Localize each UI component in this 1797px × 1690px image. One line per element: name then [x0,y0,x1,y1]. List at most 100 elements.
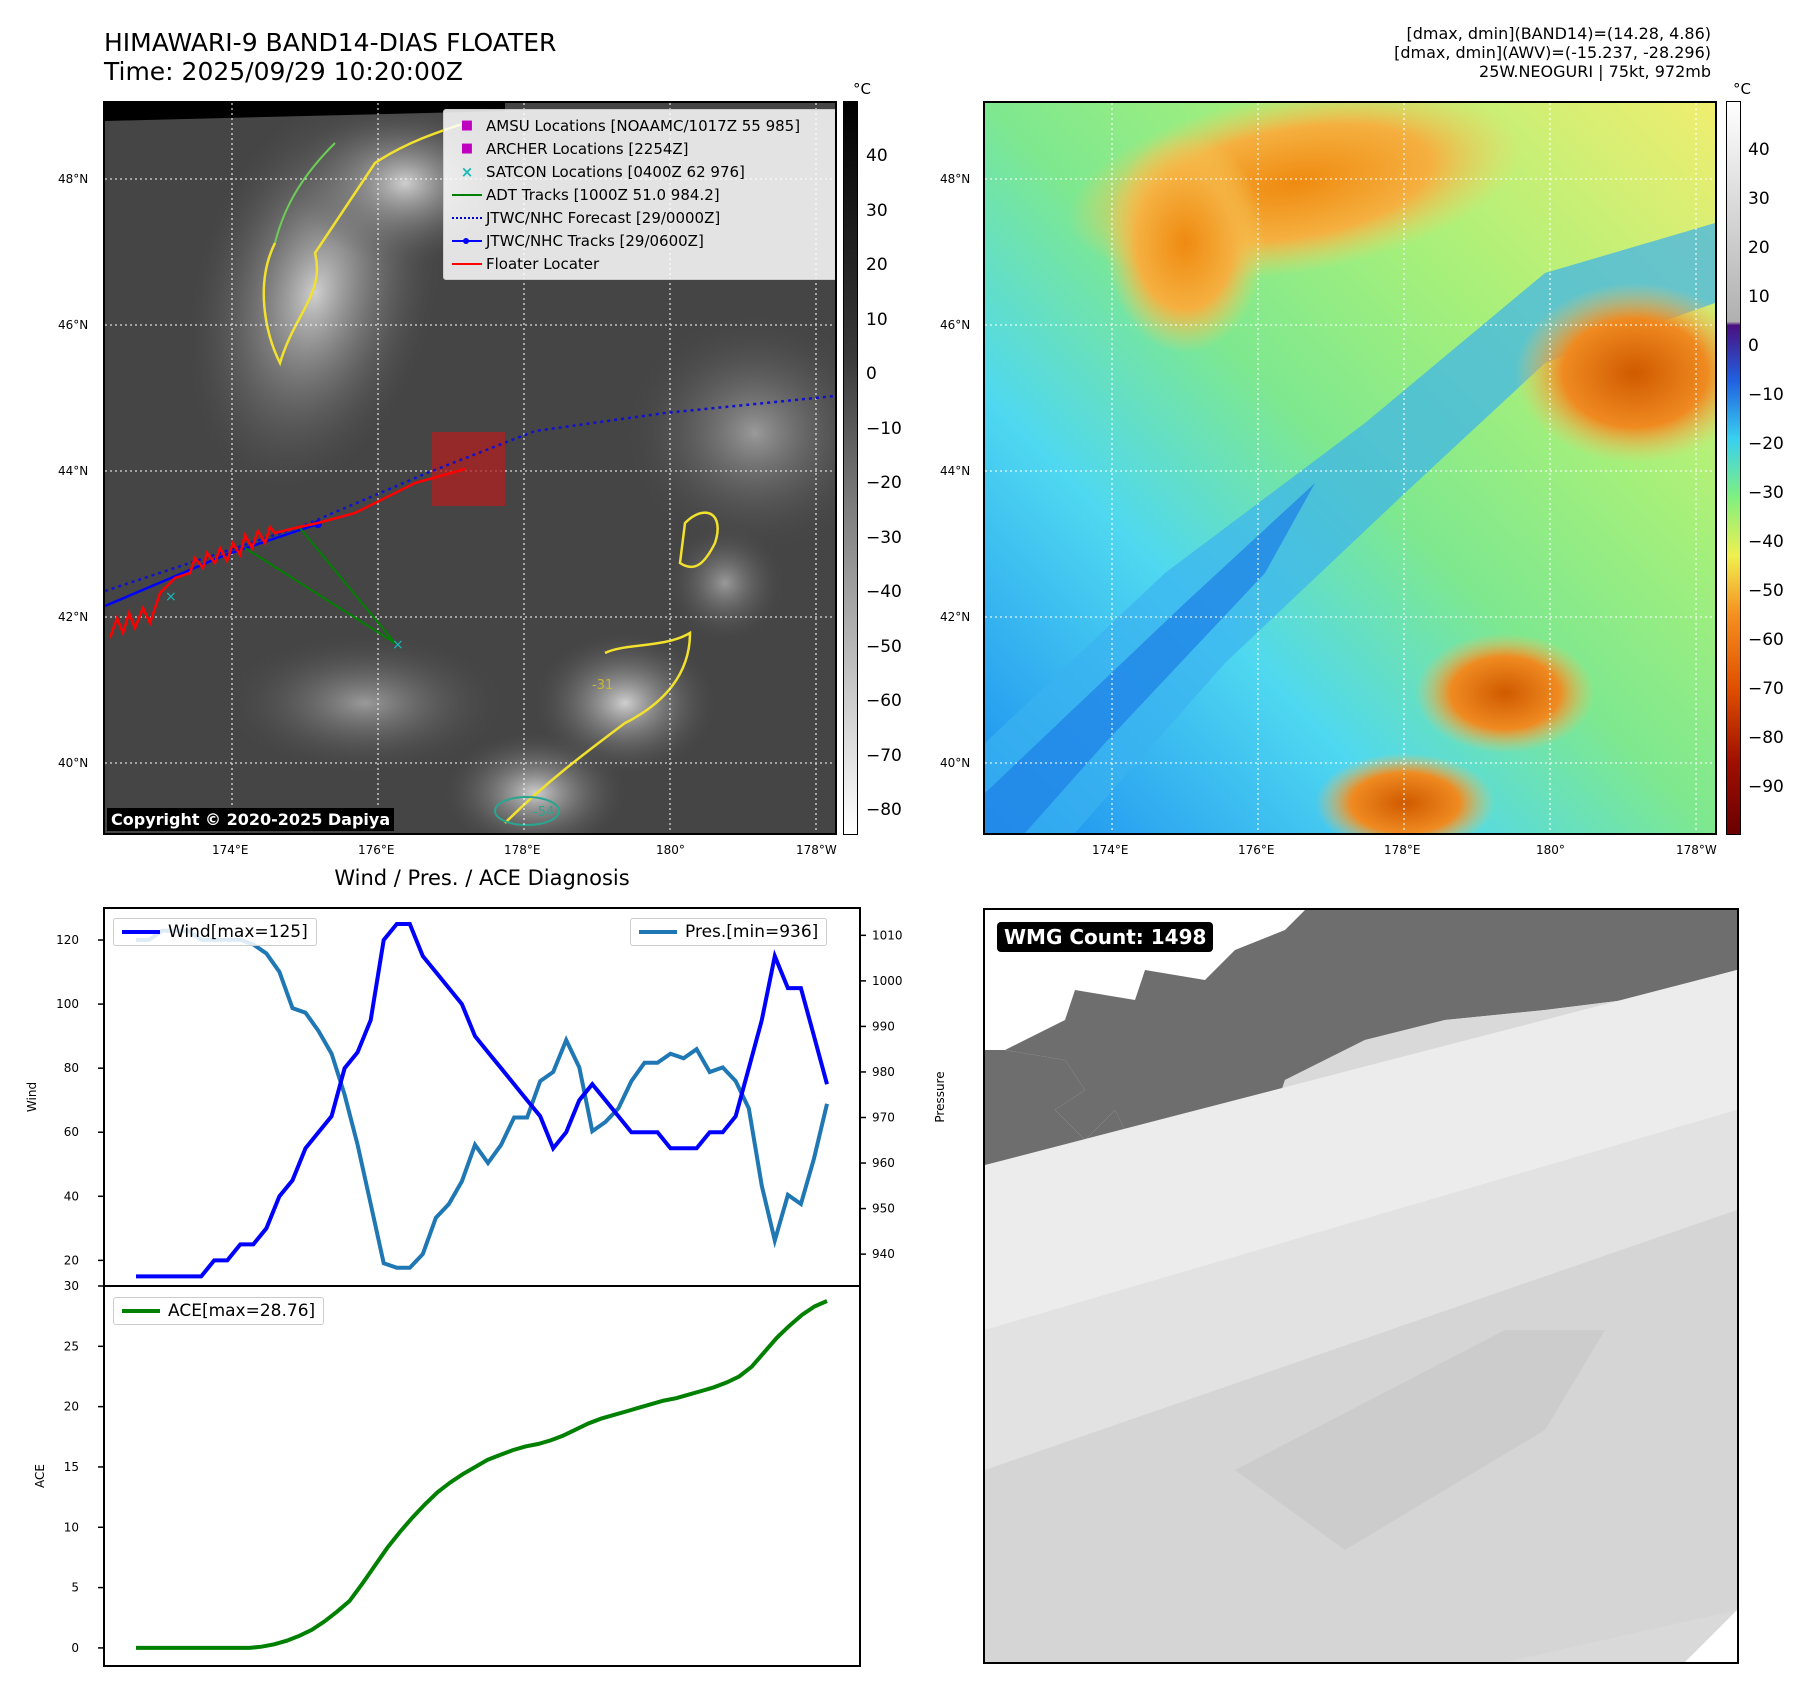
band14-map[interactable]: -54 -31 × × ■ AMSU Locations [NOAAMC/101… [103,101,837,835]
colorbar-tick-label: 40 [1748,140,1770,160]
lat-label: 44°N [940,464,971,478]
colorbar-tick-label: −80 [1748,728,1784,748]
pres-axis-label: Pressure [933,1071,947,1122]
axis-tick-label: 960 [872,1156,895,1170]
forecast-track [105,394,835,593]
axis-tick-label: 1000 [872,974,903,988]
axis-tick-label: 10 [64,1520,79,1534]
colorbar-tick-label: −60 [866,691,902,711]
info-awv: [dmax, dmin](AWV)=(-15.237, -28.296) [1394,43,1711,62]
wmg-dark-region [985,910,1737,1170]
ace-axis-ticks: 30 25 20 15 10 5 0 [64,1279,104,1655]
lon-label: 176°E [358,843,395,857]
figure-time: Time: 2025/09/29 10:20:00Z [104,57,463,86]
colorbar-tick-label: −30 [866,527,902,548]
awv-map[interactable] [983,101,1717,835]
lat-label: 42°N [58,610,89,624]
colorbar-color-unit: °C [1733,80,1751,98]
axis-tick-label: 970 [872,1110,895,1124]
colorbar-tick-label: 10 [1748,287,1770,307]
square-icon: ■ [460,118,474,133]
legend-adt-label: ADT Tracks [1000Z 51.0 984.2] [486,185,720,204]
axis-tick-label: 40 [64,1189,79,1203]
axis-tick-label: 0 [71,1641,79,1655]
colorbar-tick-label: −40 [866,582,902,602]
colorbar-tick-label: −50 [1748,581,1784,601]
satcon-marker: × [392,637,404,653]
axis-tick-label: 990 [872,1019,895,1033]
lon-label: 174°E [1092,843,1129,857]
ace-axis-label: ACE [33,1464,47,1488]
cold-contour [494,796,560,826]
floater-box [432,432,505,506]
axis-tick-label: 120 [56,933,79,947]
ace-legend: ACE[max=28.76] [113,1297,325,1325]
wmg-panel[interactable]: WMG Count: 1498 [983,908,1739,1664]
wind-legend: Wind[max=125] [113,918,317,946]
line-icon [448,193,486,196]
lon-label: 176°E [1238,843,1275,857]
colorbar-tick-label: −70 [1748,679,1784,699]
adt-track [244,527,396,644]
pres-legend-label: Pres.[min=936] [685,922,819,942]
legend-tracks: JTWC/NHC Tracks [29/0600Z] [448,229,834,252]
colorbar-tick-label: −50 [866,636,902,657]
colorbar-tick-label: 30 [1748,189,1770,209]
awv-gridlines [985,103,1715,833]
colorbar-tick-label: −30 [1748,483,1784,503]
wind-legend-label: Wind[max=125] [168,922,308,942]
cloud-sw [225,633,505,773]
colorbar-tick-label: −10 [866,418,902,439]
wind-series-line [136,922,829,1279]
wind-axis-label: Wind [25,1082,39,1112]
legend-tracks-label: JTWC/NHC Tracks [29/0600Z] [486,231,704,250]
legend-archer: ■ ARCHER Locations [2254Z] [448,137,834,160]
pres-legend: Pres.[min=936] [630,918,828,946]
diagnosis-title: Wind / Pres. / ACE Diagnosis [334,866,630,890]
ace-series-line [136,1299,828,1650]
cloud-contour-inner [274,142,336,244]
axis-tick-label: 950 [872,1202,895,1216]
wind-axis-ticks: 120 100 80 60 40 20 [56,933,104,1267]
axis-tick-label: 30 [64,1279,79,1293]
colorbar-tick-label: −90 [1748,777,1784,797]
ace-legend-label: ACE[max=28.76] [168,1301,316,1321]
legend-satcon: × SATCON Locations [0400Z 62 976] [448,160,834,183]
legend-forecast-label: JTWC/NHC Forecast [29/0000Z] [486,208,721,227]
lat-label: 40°N [58,756,89,770]
colorbar-tick-label: 0 [866,364,877,384]
lat-label: 46°N [940,318,971,332]
axis-tick-label: 15 [64,1460,79,1474]
lat-label: 48°N [58,172,89,186]
line-dot-icon [448,237,486,244]
legend-forecast: JTWC/NHC Forecast [29/0000Z] [448,206,834,229]
moist-band-nw [1105,133,1265,353]
lat-label: 48°N [940,172,971,186]
lon-label: 178°W [796,843,837,857]
copyright-label: Copyright © 2020-2025 Dapiya [107,808,395,831]
wmg-count-badge: WMG Count: 1498 [997,922,1214,952]
line-icon [122,1309,160,1313]
line-icon [639,930,677,934]
lon-label: 178°W [1676,843,1717,857]
wmg-corner [1685,1610,1737,1662]
moist-south [1315,753,1495,833]
info-storm: 25W.NEOGURI | 75kt, 972mb [1479,62,1711,81]
axis-tick-label: 1010 [872,928,903,942]
lat-label: 42°N [940,610,971,624]
colorbar-tick-label: −70 [866,745,902,766]
x-icon: × [460,162,474,181]
wmg-band-1 [985,970,1737,1330]
axis-tick-label: 80 [64,1061,79,1075]
lat-label: 46°N [58,318,89,332]
colorbar-tick-label: −80 [866,800,902,820]
colorbar-tick-label: 10 [866,309,888,330]
lon-label: 178°E [504,843,541,857]
colorbar-tick-label: −20 [866,473,902,493]
legend-adt: ADT Tracks [1000Z 51.0 984.2] [448,183,834,206]
line-icon [448,262,486,265]
colorbar-tick-label: 40 [866,146,888,166]
pressure-series-line [136,928,829,1270]
wmg-band-2 [985,1110,1737,1470]
